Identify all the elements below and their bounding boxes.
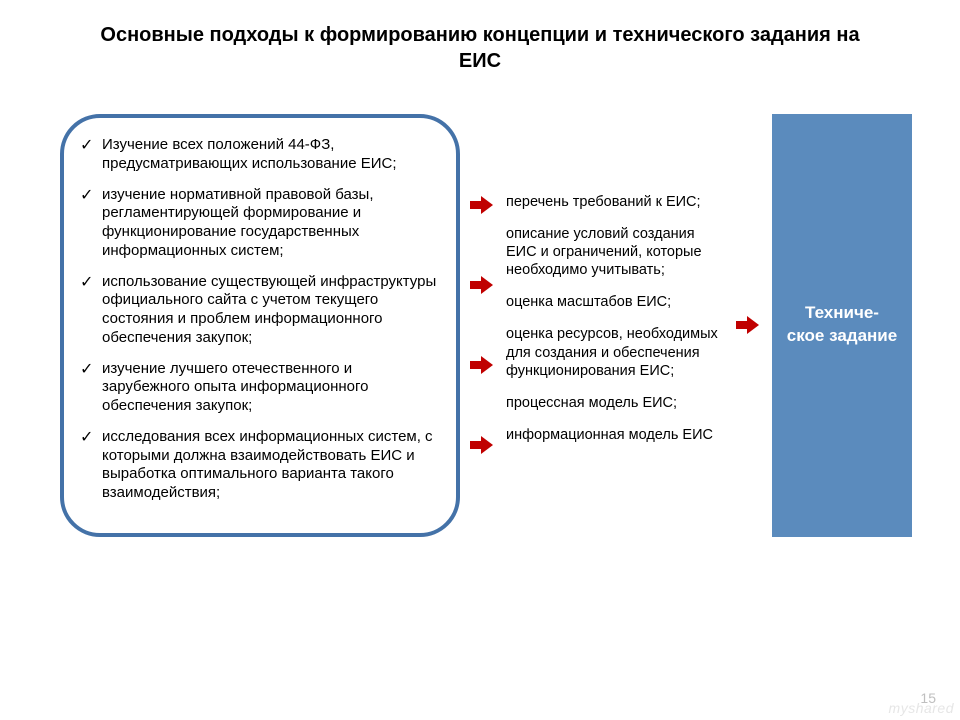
slide-title: Основные подходы к формированию концепци… bbox=[0, 0, 960, 74]
list-item: исследования всех информационных систем,… bbox=[80, 428, 440, 503]
arrows-left-to-mid bbox=[468, 114, 498, 537]
output-item: информационная модель ЕИС bbox=[506, 426, 726, 444]
arrow-right-icon bbox=[470, 276, 496, 294]
list-item: изучение лучшего отечественного и зарубе… bbox=[80, 360, 440, 416]
watermark: myshared bbox=[889, 700, 954, 716]
outputs-column: перечень требований к ЕИС; описание усло… bbox=[506, 114, 726, 537]
arrow-mid-to-right bbox=[734, 114, 764, 537]
approaches-box: Изучение всех положений 44-ФЗ, предусмат… bbox=[60, 114, 460, 537]
arrow-right-icon bbox=[470, 436, 496, 454]
output-item: оценка ресурсов, необходимых для создани… bbox=[506, 325, 726, 379]
list-item: Изучение всех положений 44-ФЗ, предусмат… bbox=[80, 136, 440, 174]
approaches-list: Изучение всех положений 44-ФЗ, предусмат… bbox=[80, 136, 440, 503]
result-label: Техниче- ское задание bbox=[787, 302, 897, 348]
result-box: Техниче- ское задание bbox=[772, 114, 912, 537]
output-item: перечень требований к ЕИС; bbox=[506, 193, 726, 211]
list-item: изучение нормативной правовой базы, регл… bbox=[80, 186, 440, 261]
content-row: Изучение всех положений 44-ФЗ, предусмат… bbox=[0, 74, 960, 537]
output-item: оценка масштабов ЕИС; bbox=[506, 293, 726, 311]
output-item: процессная модель ЕИС; bbox=[506, 394, 726, 412]
list-item: использование существующей инфраструктур… bbox=[80, 273, 440, 348]
output-item: описание условий создания ЕИС и ограниче… bbox=[506, 225, 726, 279]
arrow-right-icon bbox=[470, 196, 496, 214]
arrow-right-icon bbox=[736, 316, 762, 334]
arrow-right-icon bbox=[470, 356, 496, 374]
